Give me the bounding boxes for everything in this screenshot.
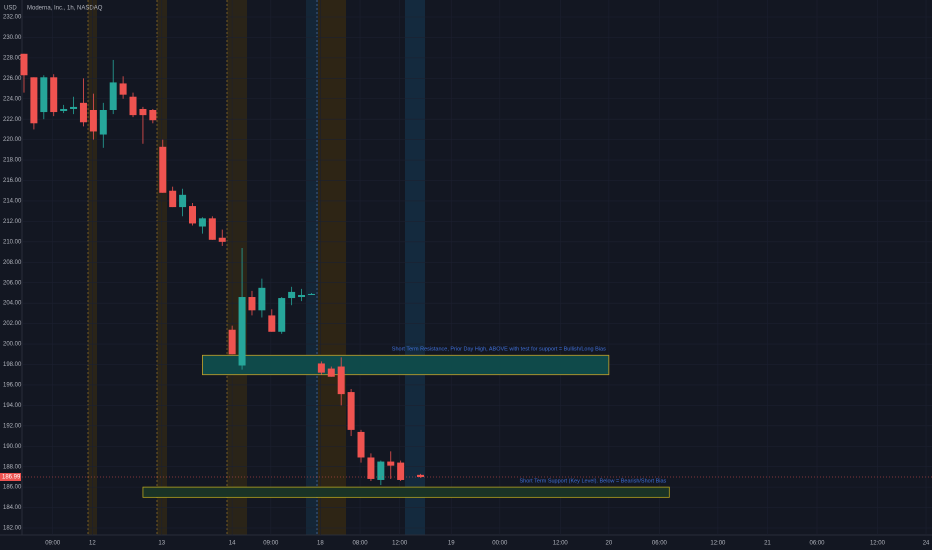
x-tick-label: 13 xyxy=(158,541,165,547)
y-tick-label: 232.00 xyxy=(3,15,22,21)
candle-body xyxy=(337,366,345,395)
candle-body xyxy=(149,110,157,121)
currency: USD xyxy=(4,6,17,12)
y-tick-label: 222.00 xyxy=(3,117,22,123)
zone-annotation: Short Term Resistance, Prior Day High, A… xyxy=(392,347,606,353)
zone xyxy=(202,354,610,376)
session-band xyxy=(318,0,346,535)
candle-body xyxy=(208,218,216,240)
candle-body xyxy=(89,110,97,132)
candle-body xyxy=(198,218,206,227)
x-tick-label: 14 xyxy=(229,541,236,547)
y-tick-label: 228.00 xyxy=(3,55,22,61)
zone xyxy=(142,486,670,498)
last-price-badge xyxy=(0,473,21,482)
x-tick-label: 08:00 xyxy=(353,541,369,547)
candle-body xyxy=(278,298,286,332)
candle-body xyxy=(357,431,365,458)
candle-body xyxy=(307,293,315,295)
y-tick-label: 184.00 xyxy=(3,505,22,511)
y-tick-label: 210.00 xyxy=(3,239,22,245)
x-tick-label: 21 xyxy=(764,541,771,547)
candle-body xyxy=(218,237,226,242)
chart-title: Moderna, Inc., 1h, NASDAQ xyxy=(27,6,103,12)
candle-body xyxy=(169,190,177,208)
candle-body xyxy=(30,77,38,124)
y-tick-label: 214.00 xyxy=(3,199,22,205)
candle-body xyxy=(268,315,276,332)
x-tick-label: 18 xyxy=(317,541,324,547)
x-tick-label: 06:00 xyxy=(810,541,826,547)
y-tick-label: 192.00 xyxy=(3,423,22,429)
candle-body xyxy=(70,106,78,109)
y-tick-label: 226.00 xyxy=(3,76,22,82)
x-tick-label: 06:00 xyxy=(652,541,668,547)
x-tick-label: 19 xyxy=(448,541,455,547)
candle-body xyxy=(20,53,28,76)
candle-body xyxy=(298,294,306,298)
candle-body xyxy=(317,363,325,373)
x-tick-label: 12 xyxy=(89,541,96,547)
x-tick-label: 20 xyxy=(605,541,612,547)
candle-body xyxy=(377,461,385,480)
candle-body xyxy=(50,77,58,113)
x-tick-label: 12:00 xyxy=(392,541,408,547)
candle-body xyxy=(238,297,246,366)
y-tick-label: 186.00 xyxy=(3,485,22,491)
candle-body xyxy=(119,83,127,95)
candle-body xyxy=(288,291,296,299)
candle-body xyxy=(258,287,266,311)
candle-body xyxy=(60,108,68,112)
session-band xyxy=(227,0,247,535)
candle-body xyxy=(367,457,375,479)
y-tick-label: 224.00 xyxy=(3,96,22,102)
y-tick-label: 200.00 xyxy=(3,342,22,348)
candle-body xyxy=(129,96,137,116)
y-tick-label: 220.00 xyxy=(3,137,22,143)
candle-body xyxy=(159,146,167,193)
x-tick-label: 12:00 xyxy=(553,541,569,547)
session-band xyxy=(405,0,425,535)
y-tick-label: 204.00 xyxy=(3,301,22,307)
candle-body xyxy=(79,102,87,123)
y-tick-label: 230.00 xyxy=(3,35,22,41)
candle-body xyxy=(139,108,147,116)
last-price-label: 186.99 xyxy=(2,475,21,481)
y-tick-label: 206.00 xyxy=(3,280,22,286)
y-tick-label: 202.00 xyxy=(3,321,22,327)
candle-body xyxy=(397,462,405,480)
candle-body xyxy=(99,110,107,135)
candle-body xyxy=(179,194,187,208)
y-tick-label: 182.00 xyxy=(3,526,22,532)
candle-body xyxy=(189,206,197,224)
y-tick-label: 194.00 xyxy=(3,403,22,409)
x-tick-label: 12:00 xyxy=(710,541,726,547)
candle-body xyxy=(387,461,395,466)
x-tick-label: 09:00 xyxy=(45,541,61,547)
candle-body xyxy=(327,368,335,377)
x-tick-label: 00:00 xyxy=(492,541,508,547)
session-band xyxy=(306,0,318,535)
candle-body xyxy=(248,297,256,311)
candle-body xyxy=(228,329,236,355)
y-tick-label: 208.00 xyxy=(3,260,22,266)
candle-body xyxy=(416,474,424,478)
zone-annotation: Short Term Support (Key Level). Below = … xyxy=(520,479,667,485)
y-tick-label: 196.00 xyxy=(3,382,22,388)
y-tick-label: 218.00 xyxy=(3,158,22,164)
candle-body xyxy=(347,392,355,430)
candle-body xyxy=(109,82,117,111)
y-tick-label: 212.00 xyxy=(3,219,22,225)
y-tick-label: 190.00 xyxy=(3,444,22,450)
x-tick-label: 12:00 xyxy=(870,541,886,547)
y-tick-label: 216.00 xyxy=(3,178,22,184)
x-tick-label: 09:00 xyxy=(263,541,279,547)
y-tick-label: 188.00 xyxy=(3,464,22,470)
candle-body xyxy=(40,77,48,113)
x-tick-label: 24 xyxy=(923,541,930,547)
y-tick-label: 198.00 xyxy=(3,362,22,368)
